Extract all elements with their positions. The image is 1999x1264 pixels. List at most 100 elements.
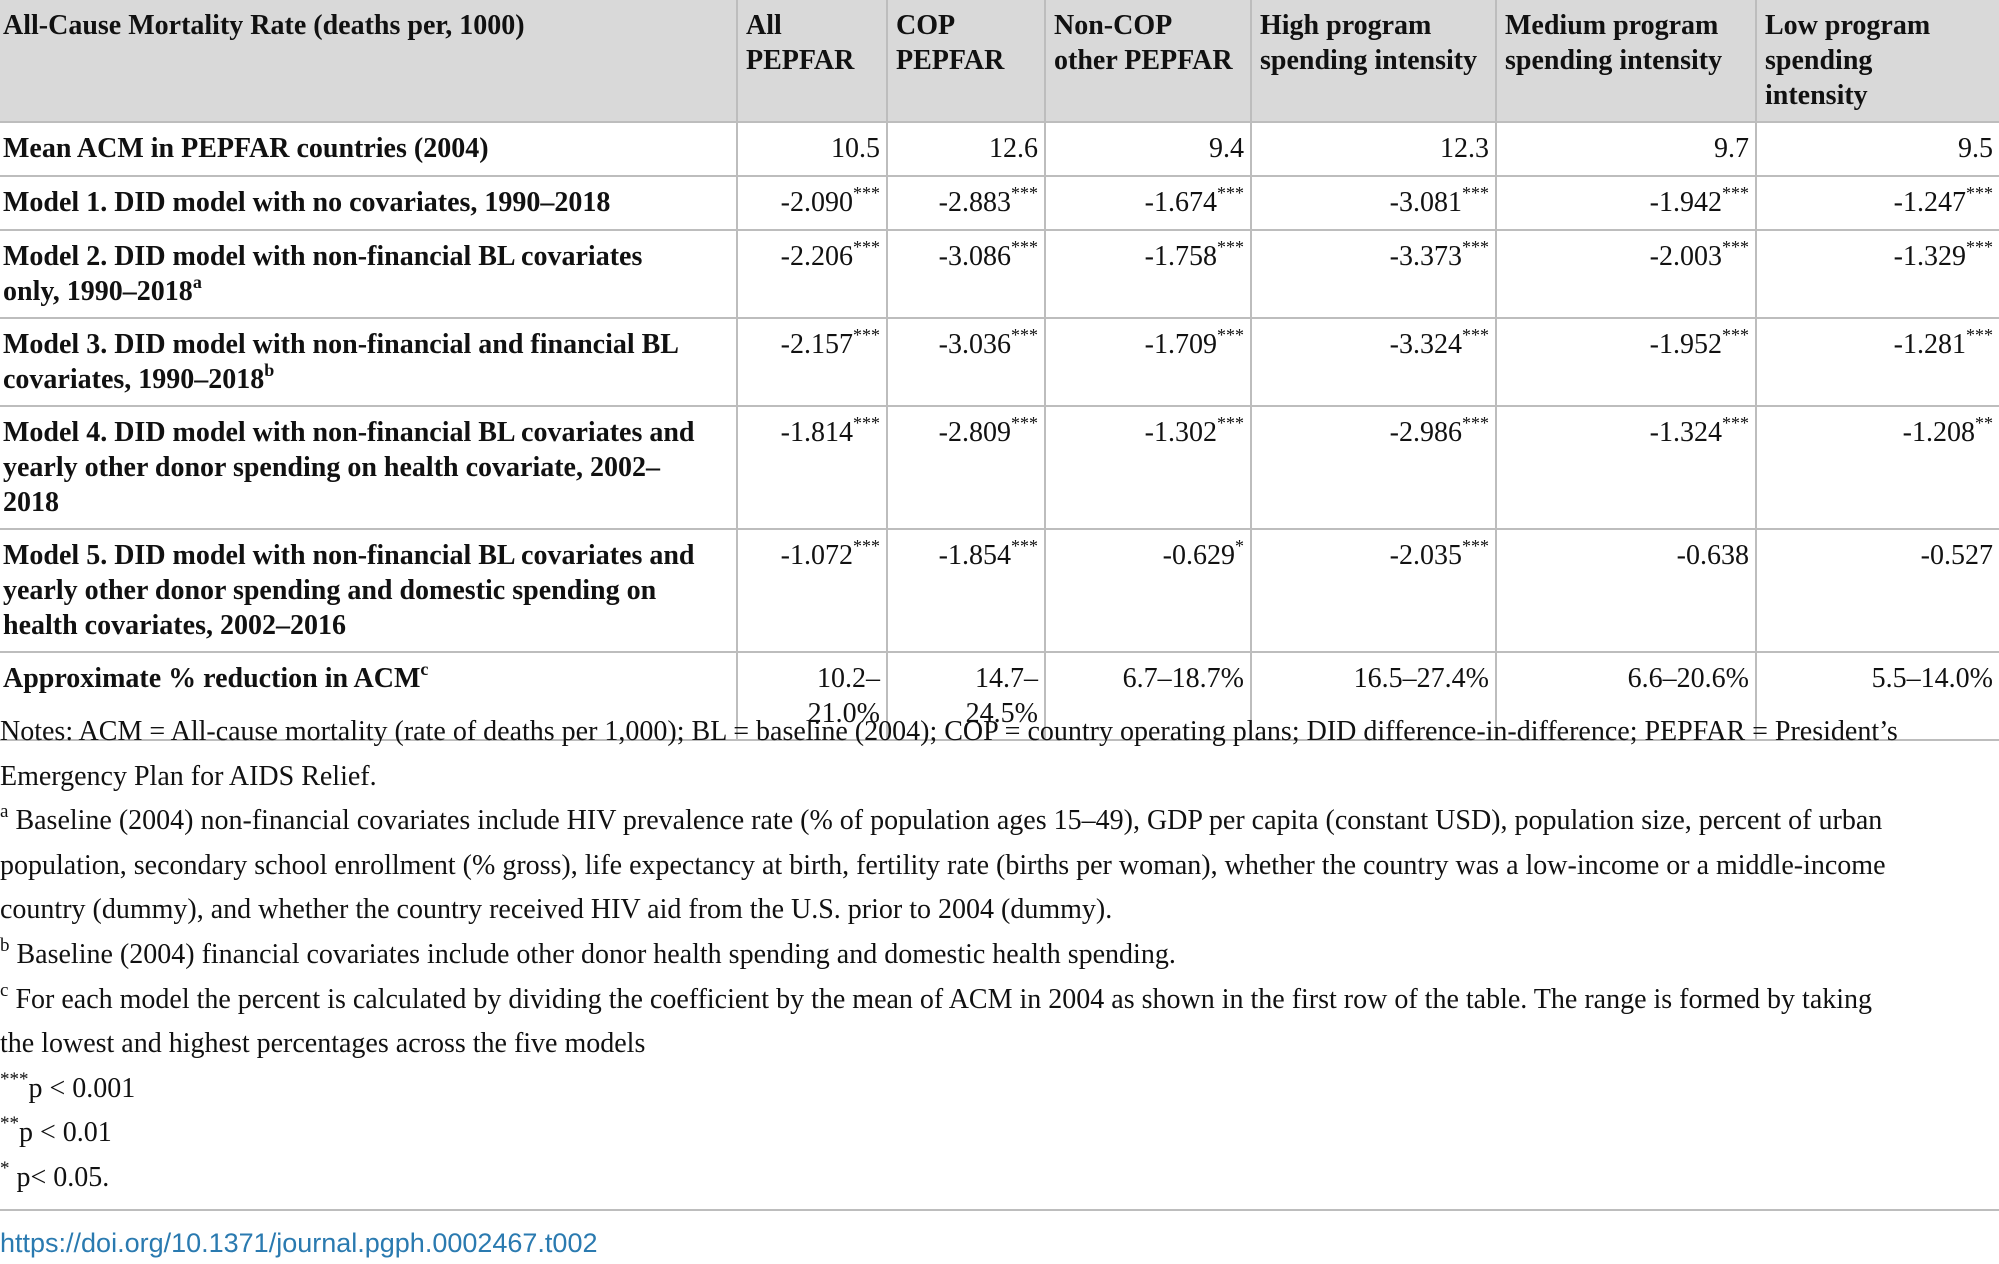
bottom-rule [0,1209,1999,1211]
cell-value: 10.5 [831,133,880,164]
significance-line: **p < 0.01 [0,1111,1999,1156]
row-label-line: 2018 [3,487,59,518]
significance-marker: *** [1462,237,1489,257]
significance-marker: *** [1217,183,1244,203]
table-cell: 5.5–14.0% [1755,652,1999,741]
footnote-line: country (dummy), and whether the country… [0,894,1113,926]
significance-marker: *** [1011,183,1038,203]
row-label: Model 1. DID model with no covariates, 1… [0,176,737,231]
table-cell: -1.854*** [886,529,1045,653]
table-notes: Notes: ACM = All-cause mortality (rate o… [0,710,1999,1201]
table-cell: -1.072*** [736,529,887,653]
column-header-line: COP [896,10,956,41]
row-label: Model 4. DID model with non-financial BL… [0,406,737,530]
significance-marker: *** [1217,325,1244,345]
row-label: Mean ACM in PEPFAR countries (2004) [0,122,737,177]
column-header-line: Low program [1765,10,1931,41]
significance-marker: *** [1462,183,1489,203]
column-header: All PEPFAR [736,0,887,123]
table-cell: 16.5–27.4% [1250,652,1496,741]
table-cell: -3.324*** [1250,318,1496,407]
table-cell: -2.883*** [886,176,1045,231]
cell-value: 21.0% [807,698,880,729]
cell-value: -1.942 [1649,187,1722,218]
table-body: Mean ACM in PEPFAR countries (2004) 10.5 1… [0,122,1999,741]
table-cell: -2.206*** [736,230,887,319]
cell-value: -3.373 [1389,241,1462,272]
footnotes: a Baseline (2004) non-financial covariat… [0,799,1999,1067]
table-row: Model 1. DID model with no covariates, 1… [0,176,1999,231]
row-label-line: Model 2. DID model with non-financial BL… [3,241,643,272]
significance-marker: * [1235,536,1244,556]
significance-marker: *** [1722,413,1749,433]
row-label-line: Mean ACM in PEPFAR countries (2004) [3,133,489,164]
cell-value: -3.081 [1389,187,1462,218]
significance-mark: *** [0,1068,29,1090]
significance-text: p< 0.05. [9,1161,110,1193]
table-cell: -1.302*** [1044,406,1251,530]
significance-line: ***p < 0.001 [0,1067,1999,1112]
significance-marker: *** [853,183,880,203]
row-label-line: Model 4. DID model with non-financial BL… [3,417,695,448]
table-cell: -2.809*** [886,406,1045,530]
column-header-line: spending intensity [1505,45,1723,76]
column-header-line: Medium program [1505,10,1719,41]
cell-value: 12.3 [1440,133,1489,164]
footnote-marker: a [192,272,202,292]
cell-value: -1.674 [1144,187,1217,218]
significance-marker: *** [853,536,880,556]
footnote-line: For each model the percent is calculated… [8,983,1873,1015]
significance-mark: ** [0,1113,19,1135]
table-cell: -1.281*** [1755,318,1999,407]
cell-value: -1.709 [1144,329,1217,360]
table-cell: -2.003*** [1495,230,1756,319]
table-cell: -0.638 [1495,529,1756,653]
footnote-mark: b [0,934,10,956]
column-header-line: High program [1260,10,1432,41]
column-header-line: spending [1765,45,1873,76]
table-cell: -3.036*** [886,318,1045,407]
cell-value: -1.952 [1649,329,1722,360]
table-row: Model 3. DID model with non-financial an… [0,318,1999,407]
table-header-row: All-Cause Mortality Rate (deaths per, 10… [0,0,1999,123]
significance-marker: *** [1011,413,1038,433]
significance-marker: *** [1966,325,1993,345]
column-header: Low program spending intensity [1755,0,1999,123]
cell-value: -3.324 [1389,329,1462,360]
table-cell: -3.086*** [886,230,1045,319]
significance-marker: *** [1462,413,1489,433]
cell-value: -1.247 [1893,187,1966,218]
row-label: Model 2. DID model with non-financial BL… [0,230,737,319]
doi-link[interactable]: https://doi.org/10.1371/journal.pgph.000… [0,1228,598,1258]
notes-line: Emergency Plan for AIDS Relief. [0,760,377,792]
cell-value: -2.883 [938,187,1011,218]
footnote-marker: c [420,659,429,679]
significance-marker: *** [1011,325,1038,345]
row-label-line: Model 5. DID model with non-financial BL… [3,540,695,571]
cell-value: -2.035 [1389,540,1462,571]
row-label: Model 3. DID model with non-financial an… [0,318,737,407]
row-label-line: health covariates, 2002–2016 [3,610,346,641]
significance-marker: *** [1722,183,1749,203]
footnote-mark: c [0,979,9,1001]
table-cell: -1.674*** [1044,176,1251,231]
column-header: Medium program spending intensity [1495,0,1756,123]
cell-value: -1.854 [938,540,1011,571]
significance-marker: *** [1011,536,1038,556]
row-label-line: Approximate % reduction in ACM [3,663,421,694]
table-cell: 9.7 [1495,122,1756,177]
cell-value: -2.206 [780,241,853,272]
table-row: Model 2. DID model with non-financial BL… [0,230,1999,319]
cell-value: -2.157 [780,329,853,360]
significance-marker: *** [1462,325,1489,345]
table-cell: -1.709*** [1044,318,1251,407]
significance-marker: *** [1011,237,1038,257]
significance-marker: *** [853,325,880,345]
table-cell: -1.329*** [1755,230,1999,319]
table-cell: -2.157*** [736,318,887,407]
row-label-line: only, 1990–2018 [3,276,193,307]
footnote-line: Baseline (2004) non-financial covariates… [8,805,1883,837]
table-cell: -2.090*** [736,176,887,231]
footnote: c For each model the percent is calculat… [0,978,1999,1067]
cell-value: -1.281 [1893,329,1966,360]
